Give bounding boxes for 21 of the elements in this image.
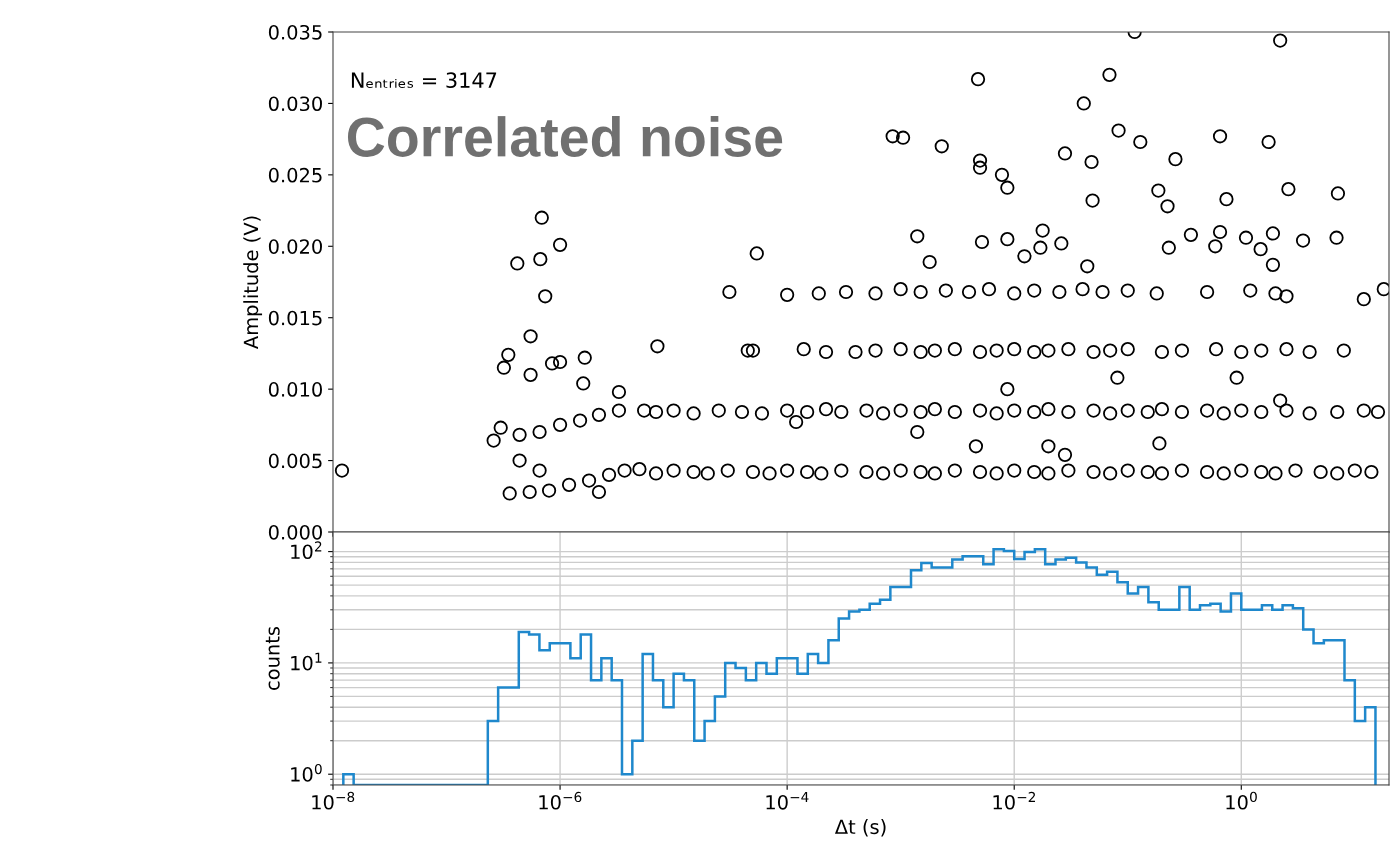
x-tick-label: 10$^{0}$ [1226, 791, 1257, 810]
y-tick-label: 0.005 [268, 453, 322, 469]
y-tick-label: 10$^{1}$ [291, 652, 322, 671]
y-tick-label: 0.015 [268, 310, 322, 326]
x-axis-title: Δt (s) [834, 819, 886, 837]
x-tick-label: 10$^{−8}$ [312, 791, 355, 810]
x-tick-label: 10$^{−4}$ [766, 792, 809, 810]
text: Correlated noise [347, 116, 783, 157]
y-tick-label: 0.035 [268, 24, 322, 40]
y-tick-label: 0.030 [268, 96, 322, 112]
y-tick-label: 10$^{0}$ [291, 763, 322, 782]
y-tick-label: 0.020 [268, 239, 322, 254]
y-tick-label: 0.000 [268, 524, 322, 540]
y-axis-title: Amplitude (V) [243, 216, 263, 349]
y-tick-label: 10$^{2}$ [291, 541, 322, 560]
annotation: Nₑₙₜᵣᵢₑₛ = 3147 [351, 72, 497, 89]
x-tick-label: 10$^{−2}$ [993, 791, 1035, 810]
y-tick-label: 0.025 [268, 167, 322, 183]
y-tick-label: 0.010 [268, 382, 322, 397]
x-tick-label: 10$^{−6}$ [539, 791, 582, 810]
y-axis-title: counts [265, 626, 280, 690]
